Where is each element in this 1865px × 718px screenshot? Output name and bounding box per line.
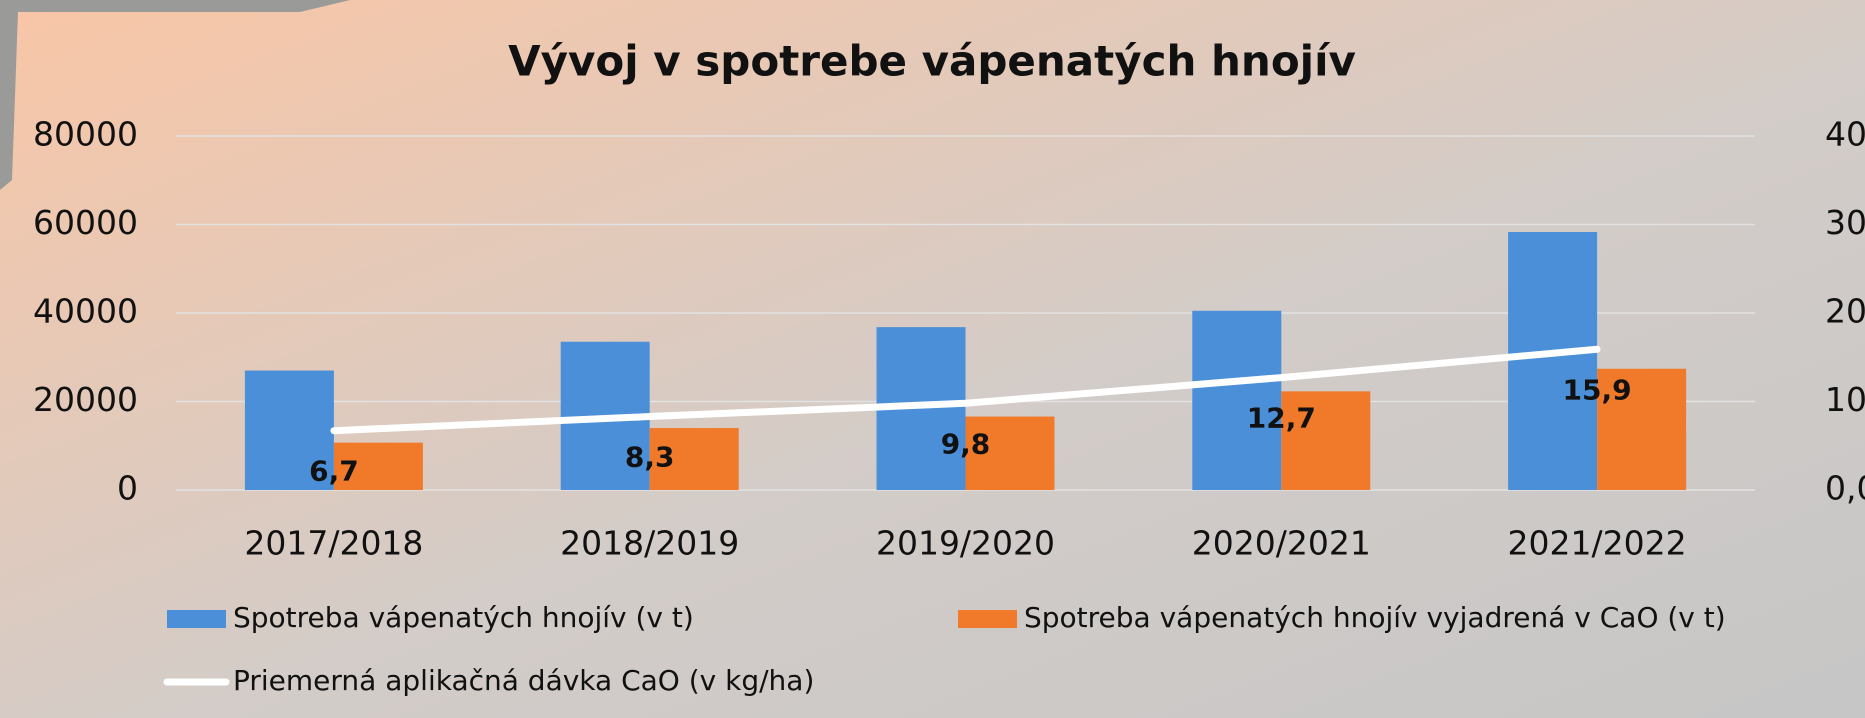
x-tick-label: 2017/2018 bbox=[244, 524, 423, 563]
legend-label: Spotreba vápenatých hnojív (v t) bbox=[233, 601, 694, 634]
data-label: 9,8 bbox=[941, 427, 991, 460]
bar bbox=[965, 416, 1055, 490]
y-tick-label: 0 bbox=[117, 469, 138, 508]
y-tick-label: 80000 bbox=[33, 115, 138, 154]
x-tick-label: 2018/2019 bbox=[560, 524, 739, 563]
chart-title: Vývoj v spotrebe vápenatých hnojív bbox=[508, 37, 1356, 86]
line bbox=[330, 345, 1601, 435]
bar bbox=[1597, 368, 1687, 490]
data-label: 15,9 bbox=[1563, 373, 1632, 406]
y2-tick-label: 30,0 bbox=[1825, 203, 1865, 242]
bar bbox=[1508, 232, 1598, 490]
y-tick-label: 60000 bbox=[33, 203, 138, 242]
x-tick-label: 2019/2020 bbox=[876, 524, 1055, 563]
bar bbox=[1192, 310, 1282, 490]
legend-label: Priemerná aplikačná dávka CaO (v kg/ha) bbox=[233, 664, 814, 697]
y2-tick-label: 20,0 bbox=[1825, 292, 1865, 331]
y2-tick-label: 40,0 bbox=[1825, 115, 1865, 154]
legend-swatch bbox=[958, 610, 1017, 628]
legend-swatch bbox=[167, 610, 226, 628]
bar bbox=[649, 428, 739, 490]
legend-label: Spotreba vápenatých hnojív vyjadrená v C… bbox=[1024, 601, 1726, 634]
bar bbox=[1281, 391, 1371, 490]
y2-tick-label: 0,0 bbox=[1825, 469, 1865, 508]
y2-tick-label: 10,0 bbox=[1825, 380, 1865, 419]
bar bbox=[333, 442, 423, 490]
x-tick-label: 2021/2022 bbox=[1508, 524, 1687, 563]
y-tick-label: 20000 bbox=[33, 380, 138, 419]
y-tick-label: 40000 bbox=[33, 292, 138, 331]
x-tick-label: 2020/2021 bbox=[1192, 524, 1371, 563]
data-label: 12,7 bbox=[1247, 402, 1316, 435]
data-label: 6,7 bbox=[309, 455, 359, 488]
bar bbox=[244, 370, 334, 490]
data-label: 8,3 bbox=[625, 441, 675, 474]
